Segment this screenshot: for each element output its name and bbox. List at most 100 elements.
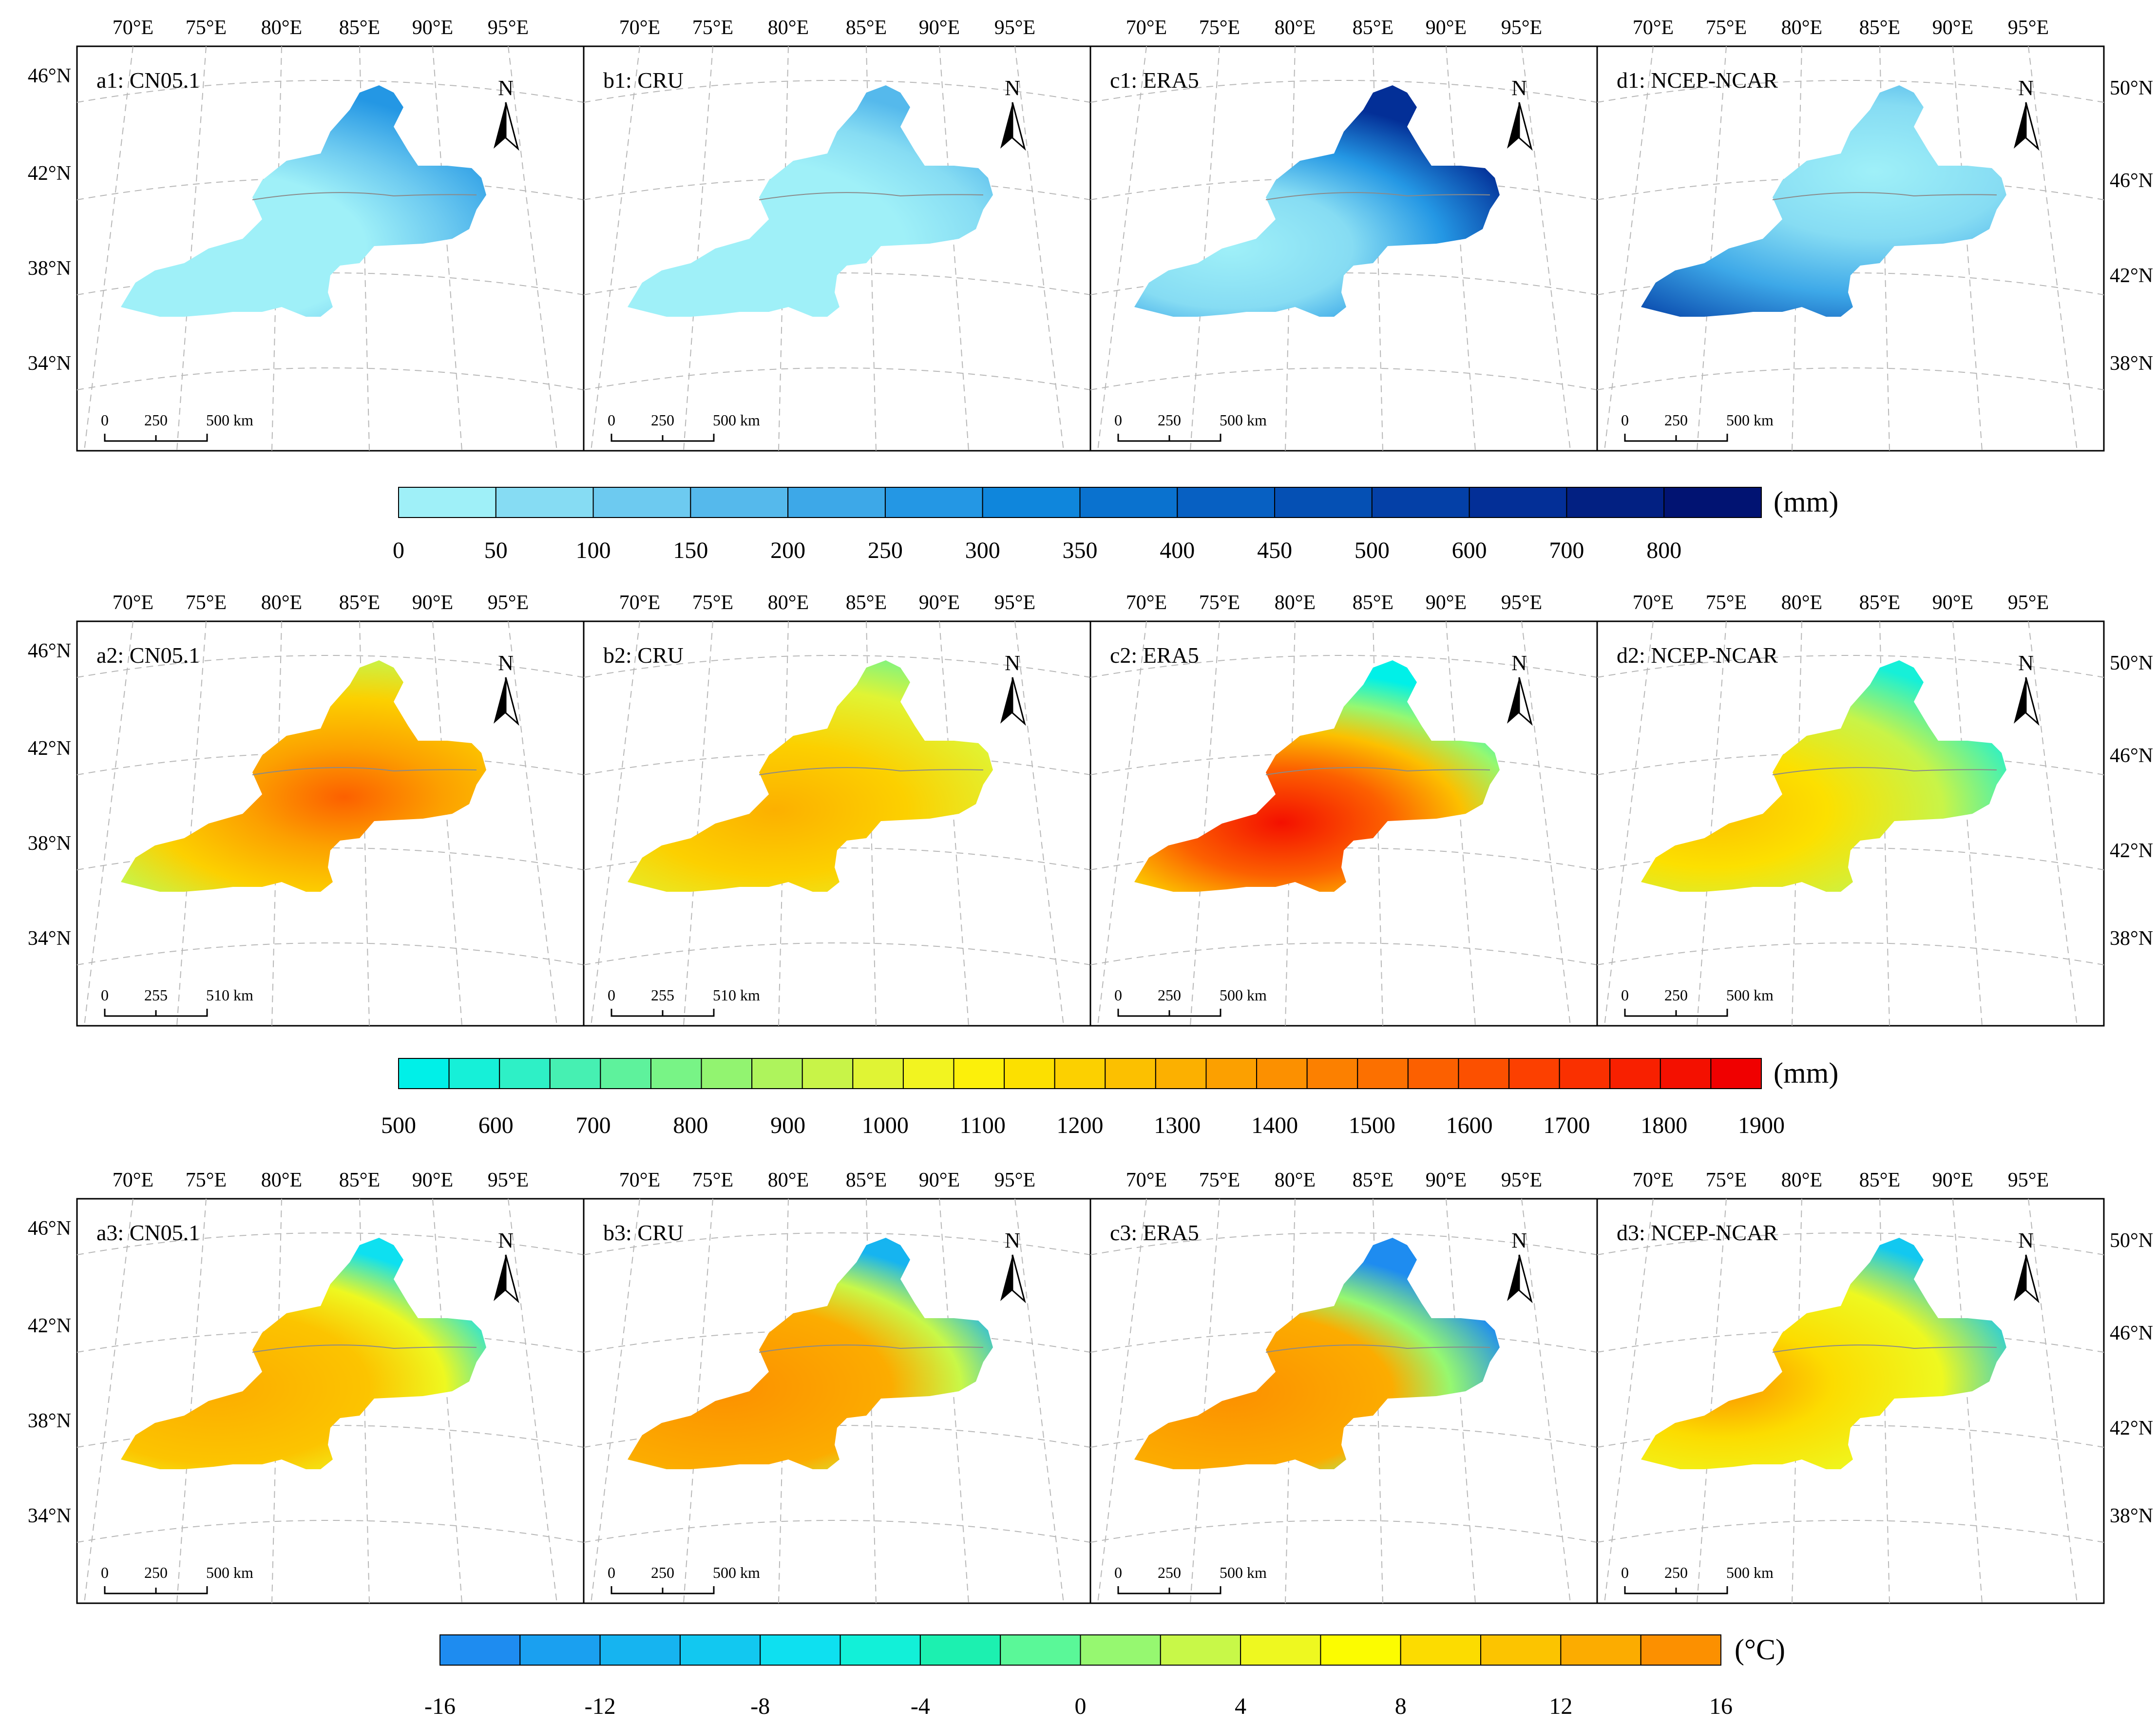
lon-label: 85°E — [1353, 17, 1393, 39]
lon-label: 75°E — [692, 17, 733, 39]
legend-tick-label: 700 — [1549, 537, 1584, 563]
color-legend: -16 -12 -8 -4 0 4 8 12 16 (°C) — [424, 1633, 1785, 1719]
legend-tick-label: 1900 — [1738, 1113, 1785, 1138]
legend-tick-label: 100 — [576, 537, 611, 563]
scale-zero: 0 — [608, 1564, 615, 1581]
legend-swatch — [549, 1058, 601, 1089]
north-label: N — [2018, 76, 2034, 100]
legend-swatch — [600, 1058, 651, 1089]
lon-label: 70°E — [113, 592, 153, 614]
lon-label: 90°E — [1932, 17, 1973, 39]
legend-swatch — [902, 1058, 954, 1089]
panel-title: c2: ERA5 — [1110, 643, 1199, 668]
scale-mid: 255 — [651, 986, 674, 1004]
legend-swatch — [398, 1058, 450, 1089]
lat-label-right: 38°N — [2110, 1505, 2153, 1527]
divide-line — [1265, 767, 1490, 775]
legend-swatch — [1660, 1058, 1712, 1089]
panel-title: a1: CN05.1 — [96, 68, 200, 93]
lon-label: 80°E — [768, 592, 809, 614]
lon-label: 75°E — [1706, 592, 1747, 614]
legend-swatch — [1155, 1058, 1207, 1089]
divide-line — [759, 1344, 984, 1353]
lon-label: 85°E — [846, 592, 887, 614]
lat-label-left: 46°N — [28, 65, 71, 87]
scale-zero: 0 — [101, 986, 109, 1004]
legend-tick-label: 1800 — [1641, 1113, 1687, 1138]
legend-tick-label: 1300 — [1154, 1113, 1201, 1138]
scale-mid: 250 — [651, 411, 674, 429]
legend-swatch — [787, 487, 886, 518]
lon-label: 80°E — [1275, 592, 1316, 614]
lon-label: 90°E — [412, 592, 453, 614]
lon-label: 95°E — [2008, 1169, 2049, 1191]
color-legend: 500 600 700 800 900 1000 1100 1200 1300 1400 1500 1… — [381, 1057, 1838, 1138]
legend-tick-label: 1400 — [1251, 1113, 1298, 1138]
legend-swatch — [1054, 1058, 1106, 1089]
lon-label: 90°E — [412, 17, 453, 39]
lon-label: 80°E — [261, 17, 302, 39]
legend-swatch — [1559, 1058, 1611, 1089]
legend-swatch — [1320, 1634, 1401, 1666]
scale-bar: 0 250 500 km — [1621, 411, 1774, 442]
legend-swatch — [448, 1058, 500, 1089]
legend-tick-label: 50 — [484, 537, 508, 563]
legend-tick-label: 8 — [1395, 1693, 1407, 1719]
legend-swatch — [650, 1058, 702, 1089]
legend-tick-label: 700 — [576, 1113, 611, 1138]
legend-tick-label: 400 — [1160, 537, 1195, 563]
legend-swatch — [1710, 1058, 1762, 1089]
legend-swatch — [519, 1634, 601, 1666]
legend-swatch — [1004, 1058, 1055, 1089]
lon-label: 80°E — [768, 1169, 809, 1191]
lon-label: 75°E — [1706, 17, 1747, 39]
panel-title: c1: ERA5 — [1110, 68, 1199, 93]
row-precip-seasonal: 70°E 75°E 80°E 85°E 90°E 95°E 70°E 75°E 80°E 85°E… — [28, 17, 2153, 563]
lon-label: 95°E — [1501, 592, 1542, 614]
legend-swatch — [1609, 1058, 1661, 1089]
legend-swatch — [499, 1058, 551, 1089]
lon-label: 70°E — [619, 1169, 660, 1191]
scale-bar: 0 250 500 km — [1621, 1564, 1774, 1594]
north-label: N — [498, 76, 514, 100]
scale-mid: 250 — [1664, 986, 1688, 1004]
lon-label: 80°E — [1275, 17, 1316, 39]
lat-label-right: 46°N — [2110, 1322, 2153, 1344]
lat-label-right: 50°N — [2110, 652, 2153, 674]
lon-label: 85°E — [1353, 1169, 1393, 1191]
lon-label: 95°E — [1501, 17, 1542, 39]
lon-label: 75°E — [692, 1169, 733, 1191]
lon-label: 75°E — [186, 1169, 227, 1191]
north-arrow-icon: N — [1507, 76, 1533, 151]
lat-label-right: 50°N — [2110, 77, 2153, 99]
scale-bar: 0 250 500 km — [101, 411, 253, 442]
scale-end: 500 km — [206, 1564, 253, 1581]
scale-end: 500 km — [206, 411, 253, 429]
legend-tick-label: 150 — [673, 537, 708, 563]
legend-swatch — [1469, 487, 1567, 518]
north-arrow-icon: N — [2014, 76, 2040, 151]
panel-title: a2: CN05.1 — [96, 643, 200, 668]
legend-tick-label: 1100 — [960, 1113, 1006, 1138]
scale-zero: 0 — [101, 1564, 109, 1581]
legend-swatch — [1079, 487, 1178, 518]
divide-line — [759, 767, 984, 775]
lat-label-left: 34°N — [28, 352, 71, 375]
legend-tick-label: 600 — [478, 1113, 514, 1138]
scale-mid: 255 — [144, 986, 168, 1004]
divide-line — [252, 192, 477, 200]
divide-line — [1772, 1344, 1997, 1353]
legend-swatch — [398, 487, 496, 518]
lat-label-left: 34°N — [28, 1505, 71, 1527]
lon-label: 85°E — [1859, 1169, 1900, 1191]
panel-title: b3: CRU — [603, 1220, 684, 1245]
divide-line — [252, 767, 477, 775]
north-label: N — [2018, 1228, 2034, 1252]
north-label: N — [1511, 1228, 1527, 1252]
legend-swatch — [1458, 1058, 1510, 1089]
scale-end: 500 km — [713, 1564, 760, 1581]
lon-label: 95°E — [1501, 1169, 1542, 1191]
lat-label-right: 42°N — [2110, 265, 2153, 287]
lon-label: 80°E — [1781, 17, 1822, 39]
scale-zero: 0 — [608, 986, 615, 1004]
